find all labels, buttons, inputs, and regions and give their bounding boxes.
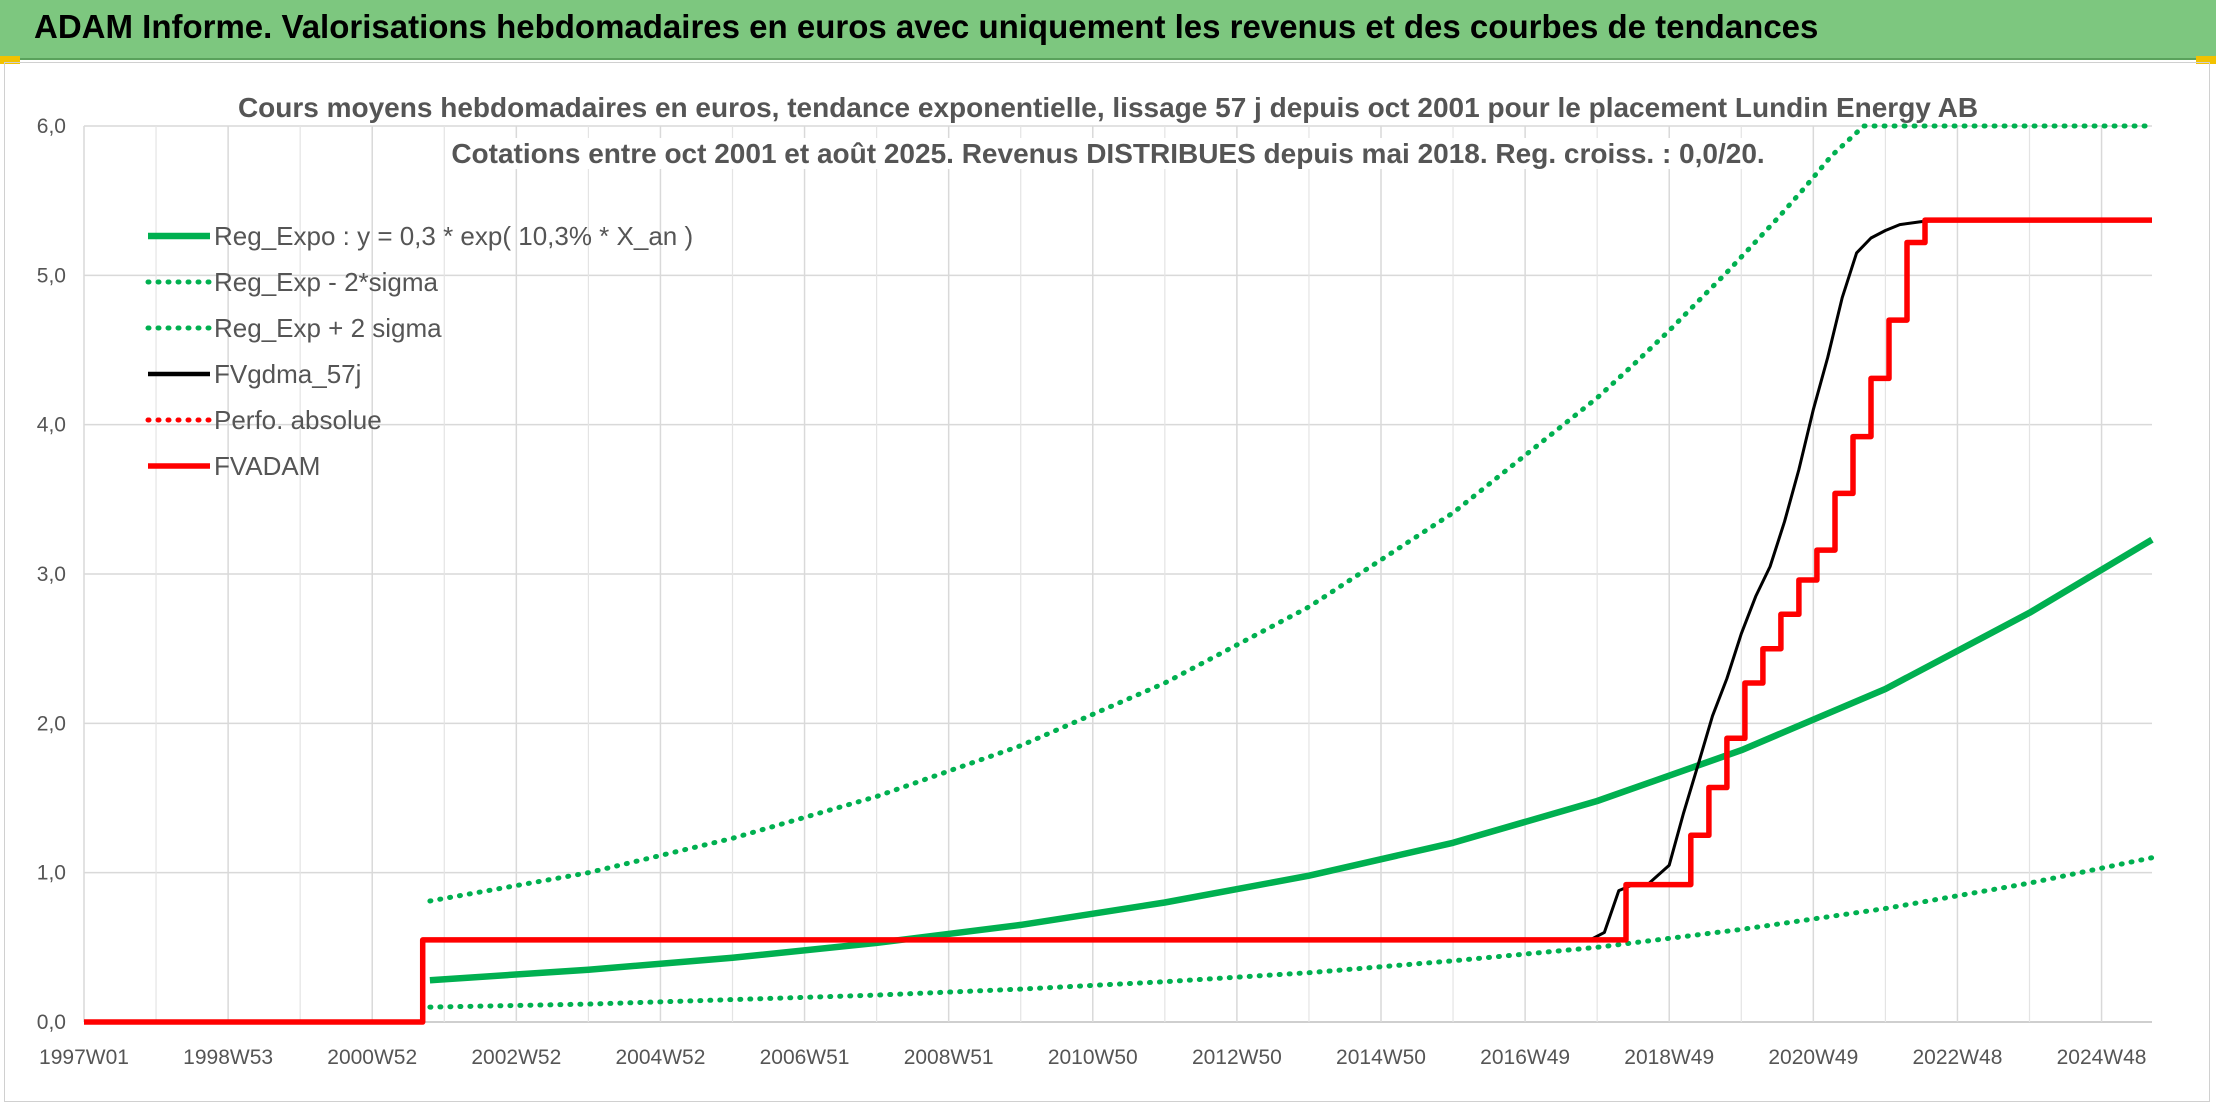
series-line-0 bbox=[429, 536, 2154, 984]
x-tick-label: 2014W50 bbox=[1336, 1046, 1426, 1069]
y-tick-label: 6,0 bbox=[37, 115, 66, 138]
y-tick-label: 0,0 bbox=[37, 1011, 66, 1034]
legend-label-3: FVgdma_57j bbox=[214, 359, 361, 389]
x-tick-label: 2012W50 bbox=[1192, 1046, 1282, 1069]
x-tick-label: 2002W52 bbox=[471, 1046, 561, 1069]
x-tick-label: 2022W48 bbox=[1912, 1046, 2002, 1069]
x-axis-ticks: 1997W01 1998W53 2000W52 2002W52 2004W52 2006W… bbox=[39, 1046, 2146, 1069]
y-tick-label: 1,0 bbox=[37, 862, 66, 885]
x-tick-label: 2020W49 bbox=[1768, 1046, 1858, 1069]
series-line-1 bbox=[427, 855, 2155, 1010]
x-tick-label: 2010W50 bbox=[1048, 1046, 1138, 1069]
x-tick-label: 2004W52 bbox=[615, 1046, 705, 1069]
series-line-5 bbox=[84, 217, 2152, 1025]
legend-label-2: Reg_Exp + 2 sigma bbox=[214, 313, 442, 343]
x-tick-label: 2008W51 bbox=[904, 1046, 994, 1069]
y-tick-label: 3,0 bbox=[37, 563, 66, 586]
chart-legend: Reg_Expo : y = 0,3 * exp( 10,3% * X_an )… bbox=[145, 221, 693, 481]
series-line-2 bbox=[427, 123, 2155, 904]
legend-label-4: Perfo. absolue bbox=[214, 405, 382, 435]
chart-series bbox=[84, 123, 2155, 1025]
x-tick-label: 2016W49 bbox=[1480, 1046, 1570, 1069]
x-tick-label: 1998W53 bbox=[183, 1046, 273, 1069]
legend-label-0: Reg_Expo : y = 0,3 * exp( 10,3% * X_an ) bbox=[214, 221, 693, 251]
legend-label-5: FVADAM bbox=[214, 451, 320, 481]
chart-frame bbox=[4, 62, 2210, 1102]
x-tick-label: 2000W52 bbox=[327, 1046, 417, 1069]
corner-mark-left bbox=[0, 56, 20, 64]
legend-label-1: Reg_Exp - 2*sigma bbox=[214, 267, 439, 297]
x-tick-label: 2024W48 bbox=[2057, 1046, 2147, 1069]
corner-mark-right bbox=[2196, 56, 2216, 64]
report-title: ADAM Informe. Valorisations hebdomadaire… bbox=[34, 8, 1819, 45]
y-axis-ticks: 0,0 1,0 2,0 3,0 4,0 5,0 6,0 bbox=[37, 115, 66, 1034]
y-tick-label: 5,0 bbox=[37, 264, 66, 287]
x-tick-label: 2018W49 bbox=[1624, 1046, 1714, 1069]
y-tick-label: 4,0 bbox=[37, 414, 66, 437]
y-tick-label: 2,0 bbox=[37, 712, 66, 735]
chart-grid bbox=[83, 125, 2152, 1023]
x-tick-label: 2006W51 bbox=[760, 1046, 850, 1069]
report-banner: ADAM Informe. Valorisations hebdomadaire… bbox=[0, 0, 2216, 60]
series-line-3 bbox=[84, 218, 2152, 1024]
x-tick-label: 1997W01 bbox=[39, 1046, 129, 1069]
